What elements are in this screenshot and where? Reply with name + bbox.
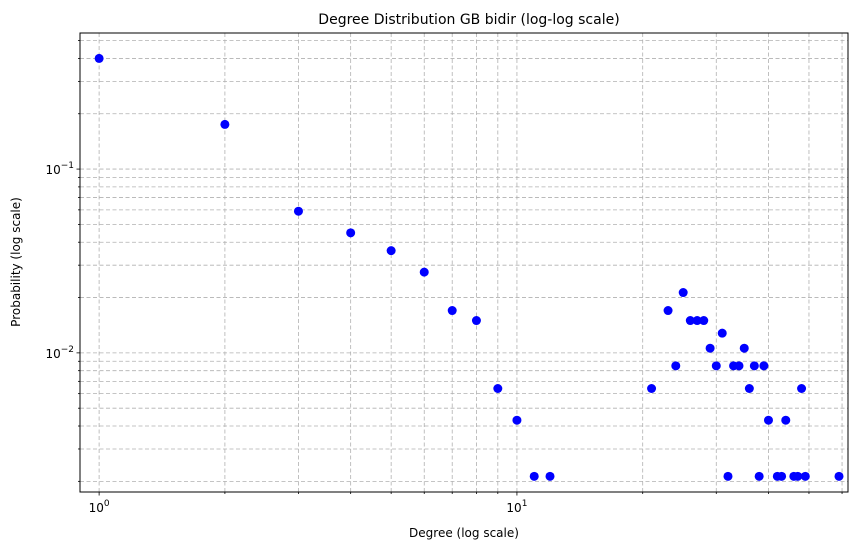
data-point <box>744 383 754 393</box>
tick-layer: 100 101 10−2 10−1 <box>45 40 843 515</box>
data-point <box>220 119 230 129</box>
chart-title: Degree Distribution GB bidir (log-log sc… <box>318 12 619 28</box>
data-point <box>346 228 356 238</box>
data-point <box>705 343 715 353</box>
data-point <box>386 246 396 256</box>
data-point <box>734 361 744 371</box>
data-point <box>545 471 555 481</box>
data-point <box>800 471 810 481</box>
data-point <box>678 288 688 298</box>
data-point <box>777 471 787 481</box>
data-point <box>834 471 844 481</box>
data-point <box>797 383 807 393</box>
data-point <box>763 415 773 425</box>
data-point <box>754 471 764 481</box>
data-point <box>749 361 759 371</box>
point-layer <box>94 53 844 481</box>
x-tick-label: 101 <box>506 499 527 515</box>
data-point <box>793 471 803 481</box>
data-point <box>293 206 303 216</box>
data-point <box>671 361 681 371</box>
data-point <box>419 267 429 277</box>
data-point <box>739 343 749 353</box>
data-point <box>512 415 522 425</box>
data-point <box>759 361 769 371</box>
data-point <box>493 383 503 393</box>
x-axis-label: Degree (log scale) <box>409 526 519 540</box>
data-point <box>529 471 539 481</box>
data-point <box>711 361 721 371</box>
x-tick-label: 100 <box>89 499 110 515</box>
plot-frame <box>79 32 849 493</box>
y-axis-label: Probability (log scale) <box>9 197 23 327</box>
data-point <box>723 471 733 481</box>
data-point <box>781 415 791 425</box>
data-point <box>692 316 702 326</box>
data-point <box>647 383 657 393</box>
y-tick-label: 10−2 <box>45 345 74 361</box>
y-tick-label: 10−1 <box>45 161 74 177</box>
data-point <box>94 53 104 63</box>
data-point <box>699 316 709 326</box>
data-point <box>447 306 457 316</box>
data-point <box>685 316 695 326</box>
data-point <box>717 328 727 338</box>
data-point <box>471 316 481 326</box>
grid-layer <box>80 33 848 492</box>
data-point <box>663 306 673 316</box>
